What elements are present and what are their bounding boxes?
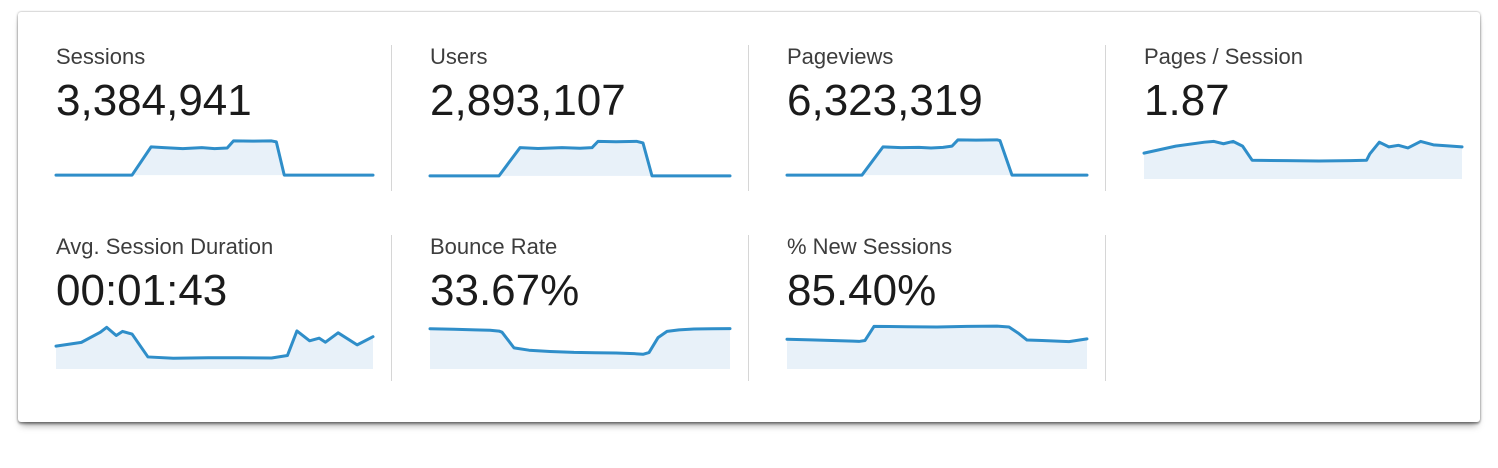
metric-label: % New Sessions [787,234,953,259]
metric-card-empty [1105,235,1480,381]
metric-label: Bounce Rate [430,234,558,259]
metric-card-pages-per-session[interactable]: Pages / Session 1.87 [1105,45,1480,191]
metric-value: 1.87 [1144,76,1230,125]
metric-value: 2,893,107 [430,76,626,125]
metric-label: Sessions [56,44,146,69]
metric-value: 3,384,941 [56,76,252,125]
metric-card-pageviews[interactable]: Pageviews 6,323,319 [748,45,1105,191]
metric-value: 00:01:43 [56,266,228,315]
metric-value: 85.40% [787,266,937,315]
metric-label: Avg. Session Duration [56,234,274,259]
metric-card-sessions[interactable]: Sessions 3,384,941 [18,45,391,191]
metrics-row-1: Sessions 3,384,941 Users 2,893,107 Pagev… [18,45,1480,191]
metric-label: Users [430,44,488,69]
sparkline-chart [56,322,373,369]
sparkline-chart [430,322,730,369]
metrics-row-2: Avg. Session Duration 00:01:43 Bounce Ra… [18,235,1480,381]
metric-card-percent-new-sessions[interactable]: % New Sessions 85.40% [748,235,1105,381]
metric-label: Pageviews [787,44,894,69]
sparkline-chart [56,132,373,179]
sparkline-chart [430,132,730,179]
metric-card-bounce-rate[interactable]: Bounce Rate 33.67% [391,235,748,381]
metric-value: 6,323,319 [787,76,983,125]
sparkline-chart [1144,132,1462,179]
metric-value: 33.67% [430,266,580,315]
metric-label: Pages / Session [1144,44,1303,69]
metric-card-avg-session-duration[interactable]: Avg. Session Duration 00:01:43 [18,235,391,381]
metric-card-users[interactable]: Users 2,893,107 [391,45,748,191]
sparkline-chart [787,322,1087,369]
analytics-summary-panel: Sessions 3,384,941 Users 2,893,107 Pagev… [18,12,1480,422]
sparkline-chart [787,132,1087,179]
